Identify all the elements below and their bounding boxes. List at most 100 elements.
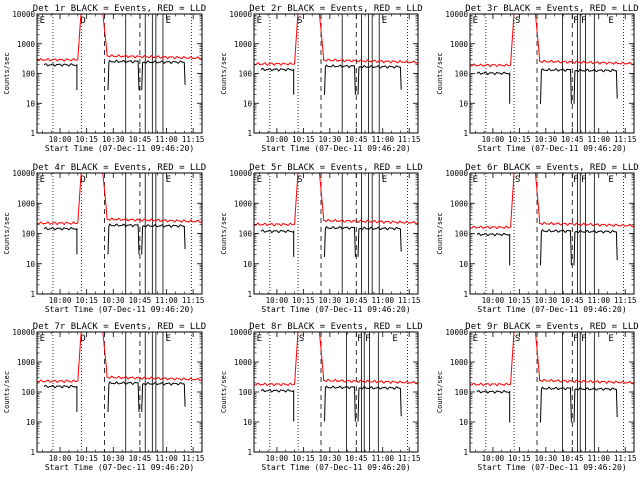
events-series-line — [476, 71, 511, 104]
lld-series-line — [254, 332, 418, 387]
y-tick-label: 100 — [454, 230, 468, 239]
events-series-line — [141, 60, 186, 91]
x-tick-label: 10:45 — [345, 454, 368, 463]
y-tick-label: 1000 — [234, 40, 253, 49]
plot-frame — [253, 13, 419, 134]
event-marker: E — [166, 16, 171, 26]
x-tick-label: 10:30 — [319, 135, 342, 144]
x-tick-label: 11:00 — [371, 135, 394, 144]
series-group — [37, 332, 202, 413]
plot-frame — [469, 172, 635, 295]
x-tick-label: 11:00 — [155, 454, 178, 463]
x-tick-label: 10:30 — [102, 454, 125, 463]
lld-series-line — [254, 173, 418, 227]
events-series-line — [107, 59, 140, 91]
x-tick-label: 10:30 — [319, 296, 342, 305]
event-marker: S — [515, 16, 520, 26]
event-marker: E — [473, 175, 478, 185]
y-tick-label: 10000 — [12, 169, 35, 178]
y-tick-label: 10 — [243, 260, 253, 269]
x-tick-label: 11:15 — [614, 454, 637, 463]
x-tick-label: 10:00 — [482, 454, 505, 463]
event-marker: E — [382, 16, 387, 26]
lld-series-line — [37, 332, 202, 384]
y-tick-label: 10 — [459, 260, 469, 269]
event-marker: E — [608, 16, 613, 26]
x-tick-label: 10:30 — [102, 135, 125, 144]
x-tick-label: 10:45 — [561, 454, 584, 463]
plot-frame — [36, 331, 203, 453]
y-axis-label: Counts/sec — [436, 52, 444, 94]
x-axis-label: Start Time (07-Dec-11 09:46:20) — [261, 463, 410, 472]
y-tick-label: 1000 — [17, 40, 36, 49]
x-tick-label: 10:30 — [535, 296, 558, 305]
x-tick-label: 11:00 — [371, 454, 394, 463]
y-tick-label: 10000 — [229, 169, 252, 178]
x-tick-label: 10:45 — [561, 135, 584, 144]
y-tick-label: 1 — [30, 290, 35, 299]
panel-det-4: Det 4r BLACK = Events, RED = LLD E D E 1 10 10… — [3, 163, 206, 314]
x-tick-label: 11:00 — [371, 296, 394, 305]
event-marker: E — [257, 175, 262, 185]
panel-title: Det 2r BLACK = Events, RED = LLD — [249, 4, 422, 14]
y-tick-label: 100 — [238, 230, 252, 239]
y-tick-label: 100 — [454, 388, 468, 397]
events-series-line — [540, 68, 572, 104]
x-tick-label: 10:15 — [75, 454, 98, 463]
y-tick-label: 10000 — [12, 328, 35, 337]
event-marker: F — [573, 16, 578, 26]
events-series-line — [141, 381, 186, 413]
y-tick-label: 1 — [247, 129, 252, 138]
series-group — [470, 332, 634, 423]
x-tick-label: 10:00 — [49, 454, 72, 463]
event-marker: D — [80, 16, 85, 26]
x-tick-label: 10:15 — [292, 454, 315, 463]
events-series-line — [573, 68, 618, 104]
y-tick-label: 1 — [463, 448, 468, 457]
panel-title: Det 8r BLACK = Events, RED = LLD — [249, 322, 422, 332]
lld-series-line — [254, 14, 418, 66]
events-series-line — [540, 386, 572, 423]
event-marker: E — [608, 175, 613, 185]
event-marker: S — [297, 16, 302, 26]
y-tick-label: 10000 — [229, 10, 252, 19]
events-series-line — [357, 386, 402, 422]
lld-series-line — [37, 173, 202, 226]
y-tick-label: 10 — [26, 260, 36, 269]
event-marker: S — [515, 334, 520, 344]
x-tick-label: 10:15 — [508, 135, 531, 144]
y-tick-label: 10 — [26, 99, 36, 108]
x-tick-label: 10:15 — [292, 296, 315, 305]
event-marker: D — [80, 175, 85, 185]
y-axis-label: Counts/sec — [220, 52, 228, 94]
events-series-line — [260, 388, 295, 422]
x-tick-label: 11:15 — [614, 135, 637, 144]
x-tick-label: 11:00 — [587, 296, 610, 305]
lld-series-line — [470, 14, 634, 68]
event-marker: E — [166, 334, 171, 344]
events-series-line — [107, 381, 140, 413]
x-tick-label: 10:00 — [49, 296, 72, 305]
plot-frame — [253, 172, 419, 295]
y-tick-label: 1000 — [234, 199, 253, 208]
y-tick-label: 1000 — [450, 40, 469, 49]
x-tick-label: 10:30 — [535, 135, 558, 144]
plot-frame — [36, 172, 203, 295]
event-marker: E — [40, 334, 45, 344]
panel-det-8: Det 8r BLACK = Events, RED = LLD E S F F E 1 10… — [220, 322, 423, 472]
y-tick-label: 10 — [243, 418, 253, 427]
x-tick-label: 10:00 — [49, 135, 72, 144]
event-marker: E — [473, 334, 478, 344]
x-axis-label: Start Time (07-Dec-11 09:46:20) — [261, 144, 410, 153]
x-tick-label: 11:15 — [398, 296, 421, 305]
y-tick-label: 1 — [463, 290, 468, 299]
x-tick-label: 10:30 — [319, 454, 342, 463]
x-tick-label: 10:45 — [345, 135, 368, 144]
panel-title: Det 9r BLACK = Events, RED = LLD — [465, 322, 638, 332]
x-tick-label: 10:00 — [266, 135, 289, 144]
lld-series-line — [470, 173, 634, 230]
y-tick-label: 10000 — [445, 10, 468, 19]
event-marker: E — [392, 334, 397, 344]
y-tick-label: 1000 — [17, 358, 36, 367]
